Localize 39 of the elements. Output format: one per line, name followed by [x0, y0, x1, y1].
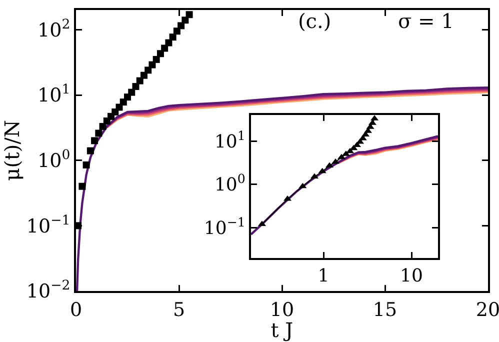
point [86, 147, 94, 154]
x-tick-label: 15 [372, 298, 398, 321]
x-tick-label: 0 [70, 298, 82, 321]
point [132, 82, 140, 90]
point [78, 182, 86, 190]
annotation: σ = 1 [398, 9, 454, 33]
y-tick-label: 10$^{−2}$ [26, 278, 70, 303]
point [140, 72, 148, 79]
y-tick-label: 10$^{0}$ [214, 171, 246, 196]
x-tick-label: 10 [270, 298, 294, 321]
y-tick-label: 10$^{−1}$ [26, 213, 70, 238]
x-tick-label: 5 [172, 298, 186, 321]
point [182, 16, 189, 24]
y-tick-label: 10$^{−1}$ [204, 214, 246, 240]
y-axis-title: μ(t)/N [0, 120, 24, 181]
y-tick-label: 10$^{2}$ [38, 17, 70, 42]
line-series [76, 86, 488, 291]
y-tick-label: 10$^{1}$ [214, 128, 246, 152]
point [128, 88, 136, 96]
point [173, 28, 180, 35]
point [95, 130, 102, 137]
point [99, 122, 106, 130]
point [152, 56, 160, 63]
y-tick-label: 10$^{0}$ [38, 148, 70, 172]
x-tick-label: 10 [400, 266, 423, 287]
point [178, 22, 185, 30]
point [82, 161, 90, 168]
x-tick-label: 20 [476, 298, 499, 321]
point [148, 61, 156, 68]
point [136, 77, 144, 84]
x-axis-title: t J [270, 318, 294, 342]
point [156, 50, 164, 58]
y-tick-label: 10$^{1}$ [38, 82, 70, 107]
annotation: (c.) [298, 9, 332, 33]
point [169, 34, 176, 41]
x-tick-label: 1 [318, 266, 330, 287]
point [91, 137, 98, 144]
point [186, 11, 193, 18]
point [165, 39, 172, 46]
